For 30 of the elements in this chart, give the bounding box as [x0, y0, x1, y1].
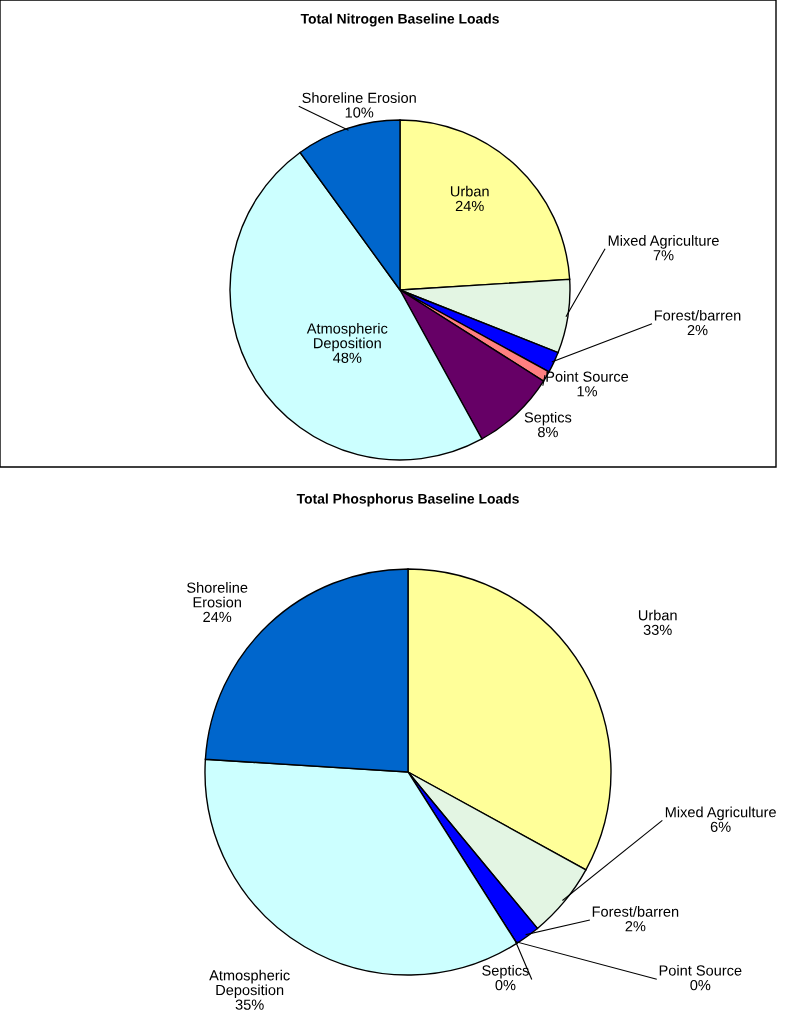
slice-label: Point Source: [546, 371, 629, 382]
category-label: Septics: [482, 964, 529, 979]
data-label: 8%: [537, 426, 558, 438]
data-label: 7%: [653, 250, 674, 261]
slice-label: Urban: [638, 609, 677, 621]
slice-label: Atmospheric Deposition: [306, 322, 388, 352]
slice-label: Shoreline Erosion: [187, 582, 248, 608]
data-label: 33%: [643, 624, 672, 636]
slice-label: Septics: [524, 411, 572, 426]
slice-label: Forest/barren: [654, 309, 741, 321]
chart-title: Total Phosphorus Baseline Loads: [296, 493, 519, 507]
data-label: 35%: [235, 999, 264, 1010]
chart-title: Total Nitrogen Baseline Loads: [300, 13, 499, 27]
data-label: 1%: [577, 386, 598, 397]
data-label: 48%: [333, 352, 362, 363]
data-label: 24%: [455, 200, 484, 212]
data-label: 10%: [345, 107, 374, 118]
slice-label: Forest/barren: [592, 906, 679, 917]
slice-label: Atmospheric Deposition: [209, 969, 290, 999]
slice-label: Mixed Agriculture: [608, 235, 719, 249]
data-label: 6%: [710, 821, 731, 832]
category-label: Point Source: [659, 964, 742, 976]
data-label: 2%: [625, 921, 646, 932]
slice-label: Shoreline Erosion: [302, 92, 416, 103]
slice-label: Mixed Agriculture: [665, 806, 776, 821]
text: 0%: [495, 979, 516, 991]
data-label: 24%: [203, 611, 232, 623]
text: 0%: [690, 979, 711, 991]
data-label: 2%: [687, 324, 708, 336]
slice-label: Urban: [450, 185, 489, 197]
